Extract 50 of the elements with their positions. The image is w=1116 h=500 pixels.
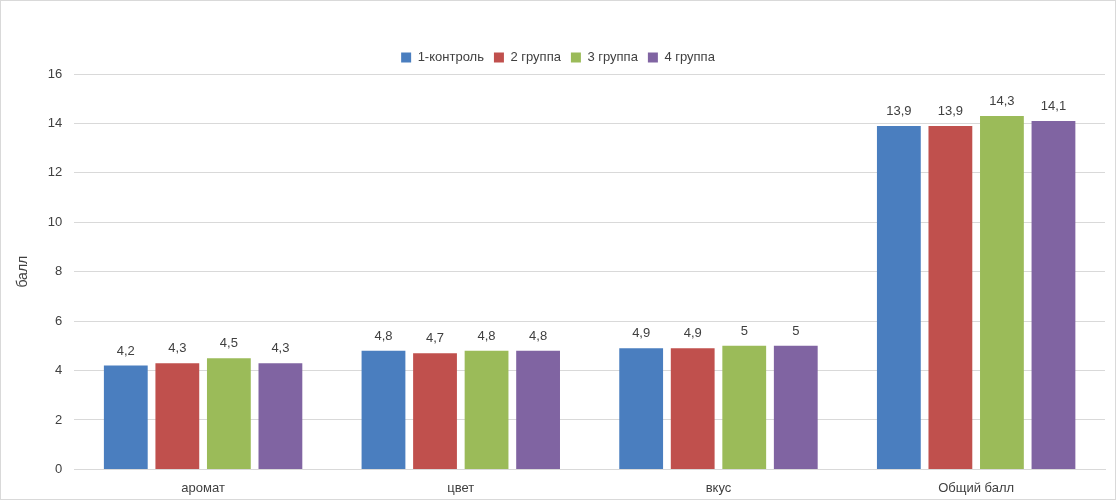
y-tick-label: 14 — [47, 115, 63, 130]
bar — [361, 350, 406, 469]
data-label: 14,1 — [1040, 98, 1067, 114]
bar — [413, 353, 457, 469]
x-tick-label: цвет — [447, 479, 475, 495]
legend-label: 3 группа — [587, 49, 639, 65]
data-label: 13,9 — [886, 102, 912, 118]
y-tick-label: 10 — [47, 213, 63, 229]
data-label: 14,3 — [989, 93, 1015, 109]
data-label: 4,3 — [271, 340, 290, 356]
bar — [516, 350, 560, 469]
bar — [155, 363, 200, 469]
data-label: 4,9 — [683, 325, 702, 341]
y-axis-title: балл — [14, 255, 31, 288]
y-tick-label: 0 — [55, 460, 63, 476]
y-tick-label: 8 — [55, 263, 63, 279]
y-tick-label: 4 — [55, 362, 63, 378]
data-label: 4,8 — [529, 327, 548, 343]
bar — [258, 363, 303, 469]
bar — [1031, 120, 1076, 469]
y-tick-label: 2 — [55, 411, 63, 427]
bar — [670, 348, 715, 469]
data-label: 4,8 — [374, 327, 393, 343]
data-label: 4,8 — [477, 327, 496, 343]
x-tick-label: Общий балл — [938, 479, 1015, 495]
bar — [928, 125, 973, 469]
bar — [980, 116, 1024, 469]
data-label: 4,5 — [219, 335, 238, 351]
bar — [464, 350, 509, 469]
x-tick-label: вкус — [705, 479, 732, 495]
bar — [722, 345, 767, 469]
data-label: 4,9 — [632, 325, 651, 341]
data-label: 13,9 — [937, 102, 964, 118]
data-label: 4,3 — [168, 340, 187, 356]
bar — [206, 358, 251, 469]
legend-label: 2 группа — [510, 49, 562, 65]
legend-label: 4 группа — [664, 49, 716, 65]
data-label: 4,2 — [116, 342, 135, 358]
bar — [773, 345, 818, 469]
bar — [876, 125, 921, 469]
legend-label: 1-контроль — [417, 49, 485, 65]
y-tick-label: 6 — [55, 312, 63, 328]
y-tick-label: 12 — [47, 164, 63, 180]
bar — [103, 365, 148, 469]
x-tick-label: аромат — [181, 479, 225, 495]
data-label: 4,7 — [425, 330, 445, 346]
data-label: 5 — [740, 322, 748, 338]
y-tick-label: 16 — [47, 65, 63, 81]
data-label: 5 — [792, 322, 800, 338]
bar — [619, 348, 664, 469]
